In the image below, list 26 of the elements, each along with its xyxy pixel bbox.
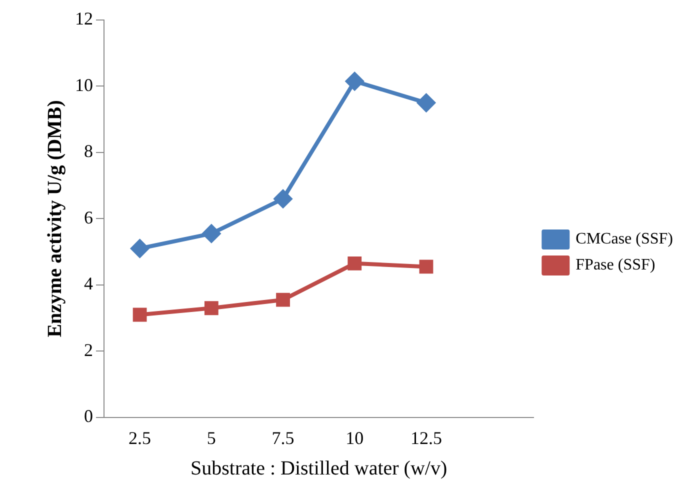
x-tick-label: 7.5 [272,428,294,448]
point [419,260,434,274]
point [202,224,220,243]
y-tick-label: 0 [84,406,93,426]
point [204,301,218,316]
y-tick-label: 6 [84,207,93,228]
point [417,94,436,112]
legend-label: FPase (SSF) [576,256,656,274]
y-tick-label: 12 [75,8,93,29]
y-tick-label: 10 [75,74,93,95]
x-tick-label: 10 [346,428,364,448]
point [346,72,364,90]
point [348,256,362,270]
x-tick-label: 2.5 [128,428,152,448]
y-tick-label: 8 [84,141,93,162]
legend-label: CMCase (SSF) [576,230,674,248]
point [274,190,292,208]
point [132,308,147,322]
point [130,240,149,258]
x-tick-label: 12.5 [410,428,442,448]
x-tick-label: 5 [206,428,216,448]
point [276,292,290,307]
y-axis-title: Enzyme activity U/g (DMB) [44,100,66,338]
y-tick-label: 2 [84,340,93,360]
y-tick-label: 4 [84,274,93,294]
x-axis-title: Substrate : Distilled water (w/v) [190,457,448,480]
